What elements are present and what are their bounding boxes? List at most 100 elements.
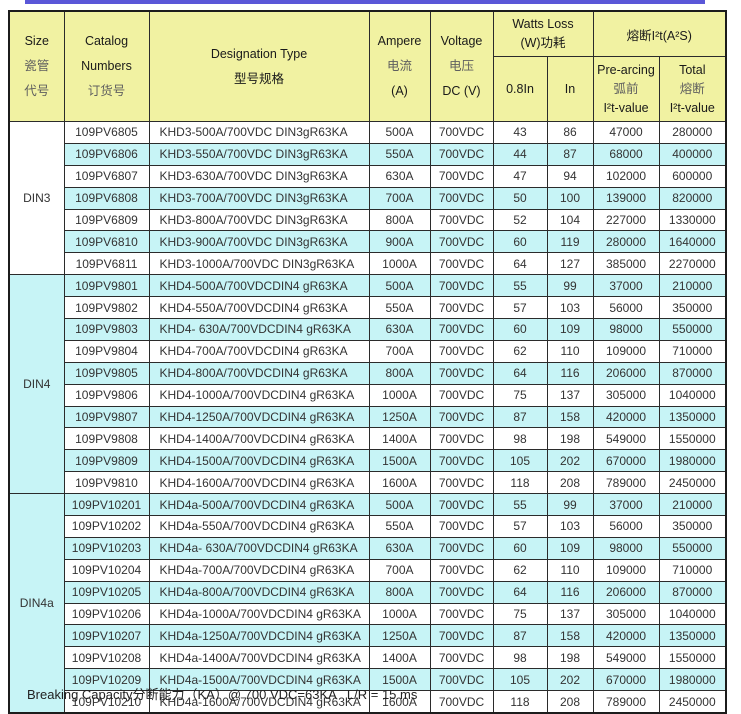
designation-type: KHD4-500A/700VDCDIN4 gR63KA <box>148 274 370 298</box>
voltage-value: 700VDC <box>429 142 494 166</box>
header-prearcing: Pre-arcing 弧前 I²t-value <box>592 56 660 122</box>
ampere-value: 1500A <box>368 668 431 692</box>
catalog-number: 109PV9809 <box>63 449 150 473</box>
header-total-zh: 熔断 <box>679 81 705 96</box>
watts-loss-in: 208 <box>546 690 594 714</box>
total-i2t-value: 1640000 <box>658 230 727 254</box>
table-row: DIN4a 109PV10201 KHD4a-500A/700VDCDIN4 gR6… <box>8 493 727 714</box>
watts-loss-in: 198 <box>546 646 594 670</box>
header-total: Total 熔断 I²t-value <box>658 56 727 122</box>
watts-loss-in: 87 <box>546 142 594 166</box>
designation-type: KHD3-1000A/700VDC DIN3gR63KA <box>148 252 370 276</box>
voltage-value: 700VDC <box>429 515 494 538</box>
designation-type: KHD4a-500A/700VDCDIN4 gR63KA <box>148 493 370 517</box>
ampere-value: 800A <box>368 361 431 385</box>
voltage-value: 700VDC <box>429 383 494 407</box>
watts-loss-08in: 62 <box>492 339 548 363</box>
total-i2t-value: 550000 <box>658 536 727 560</box>
voltage-value: 700VDC <box>429 580 494 604</box>
table-row: 109PV10208 KHD4a-1400A/700VDCDIN4 gR63KA 1… <box>9 646 727 670</box>
voltage-value: 700VDC <box>429 186 494 210</box>
ampere-value: 500A <box>368 121 431 144</box>
designation-type: KHD4-1500A/700VDCDIN4 gR63KA <box>148 449 370 473</box>
designation-type: KHD3-700A/700VDC DIN3gR63KA <box>148 186 370 210</box>
size-cell: DIN3 <box>8 120 65 276</box>
catalog-number: 109PV10209 <box>63 668 150 692</box>
watts-loss-in: 137 <box>546 602 594 626</box>
watts-loss-08in: 105 <box>492 449 548 473</box>
total-i2t-value: 710000 <box>658 339 727 363</box>
voltage-value: 700VDC <box>429 449 494 473</box>
total-i2t-value: 600000 <box>658 164 727 188</box>
prearcing-i2t-value: 670000 <box>592 668 660 692</box>
designation-type: KHD4a- 630A/700VDCDIN4 gR63KA <box>148 536 370 560</box>
ampere-value: 1600A <box>368 471 431 495</box>
ampere-value: 1250A <box>368 624 431 648</box>
watts-loss-08in: 44 <box>492 142 548 166</box>
watts-loss-08in: 60 <box>492 536 548 560</box>
table-row: 109PV10205 KHD4a-800A/700VDCDIN4 gR63KA 80… <box>9 580 727 604</box>
header-prearcing-en: Pre-arcing <box>597 62 655 77</box>
total-i2t-value: 2450000 <box>658 471 727 495</box>
voltage-value: 700VDC <box>429 318 494 341</box>
watts-loss-in: 104 <box>546 208 594 232</box>
size-cell: DIN4 <box>8 274 65 495</box>
ampere-value: 550A <box>368 515 431 538</box>
header-08in: 0.8In <box>492 56 548 122</box>
watts-loss-08in: 50 <box>492 186 548 210</box>
table-row: 109PV9807 KHD4-1250A/700VDCDIN4 gR63KA 125… <box>9 405 727 429</box>
catalog-number: 109PV10208 <box>63 646 150 670</box>
designation-type: KHD4a-1250A/700VDCDIN4 gR63KA <box>148 624 370 648</box>
table-row: 109PV10203 KHD4a- 630A/700VDCDIN4 gR63KA 6… <box>9 536 727 560</box>
ampere-value: 1000A <box>368 383 431 407</box>
prearcing-i2t-value: 305000 <box>592 602 660 626</box>
prearcing-i2t-value: 549000 <box>592 646 660 670</box>
voltage-value: 700VDC <box>429 471 494 495</box>
voltage-value: 700VDC <box>429 230 494 254</box>
prearcing-i2t-value: 789000 <box>592 471 660 495</box>
watts-loss-in: 110 <box>546 558 594 582</box>
prearcing-i2t-value: 109000 <box>592 339 660 363</box>
catalog-number: 109PV10206 <box>63 602 150 626</box>
watts-loss-in: 94 <box>546 164 594 188</box>
catalog-number: 109PV10202 <box>63 515 150 538</box>
catalog-number: 109PV6807 <box>63 164 150 188</box>
designation-type: KHD4a-1400A/700VDCDIN4 gR63KA <box>148 646 370 670</box>
designation-type: KHD4- 630A/700VDCDIN4 gR63KA <box>148 318 370 341</box>
designation-type: KHD4a-550A/700VDCDIN4 gR63KA <box>148 515 370 538</box>
header-designation-en: Designation Type <box>210 46 308 61</box>
prearcing-i2t-value: 47000 <box>592 121 660 144</box>
catalog-number: 109PV9803 <box>63 318 150 341</box>
designation-type: KHD4-1000A/700VDCDIN4 gR63KA <box>148 383 370 407</box>
ampere-value: 900A <box>368 230 431 254</box>
watts-loss-08in: 57 <box>492 296 548 320</box>
prearcing-i2t-value: 789000 <box>592 690 660 714</box>
designation-type: KHD3-550A/700VDC DIN3gR63KA <box>148 142 370 166</box>
catalog-number: 109PV9807 <box>63 405 150 429</box>
ampere-value: 1000A <box>368 252 431 276</box>
watts-loss-in: 198 <box>546 427 594 451</box>
catalog-number: 109PV6805 <box>63 121 150 144</box>
voltage-value: 700VDC <box>429 361 494 385</box>
catalog-number: 109PV6809 <box>63 208 150 232</box>
header-voltage-zh: 电压 <box>448 59 474 73</box>
designation-type: KHD4a-1500A/700VDCDIN4 gR63KA <box>148 668 370 692</box>
watts-loss-in: 116 <box>546 580 594 604</box>
table-body: DIN3 109PV6805 KHD3-500A/700VDC DIN3gR63KA… <box>8 120 727 714</box>
catalog-number: 109PV9808 <box>63 427 150 451</box>
voltage-value: 700VDC <box>429 536 494 560</box>
header-total-en: Total <box>679 62 706 77</box>
watts-loss-in: 99 <box>546 274 594 298</box>
total-i2t-value: 1350000 <box>658 624 727 648</box>
table-row: 109PV9808 KHD4-1400A/700VDCDIN4 gR63KA 140… <box>9 427 727 451</box>
watts-loss-08in: 98 <box>492 427 548 451</box>
top-accent-bar <box>25 0 705 4</box>
header-voltage-en: Voltage <box>440 34 483 48</box>
watts-loss-08in: 118 <box>492 690 548 714</box>
watts-loss-in: 208 <box>546 471 594 495</box>
voltage-value: 700VDC <box>429 558 494 582</box>
ampere-value: 550A <box>368 296 431 320</box>
total-i2t-value: 2270000 <box>658 252 727 276</box>
prearcing-i2t-value: 109000 <box>592 558 660 582</box>
watts-loss-08in: 60 <box>492 230 548 254</box>
